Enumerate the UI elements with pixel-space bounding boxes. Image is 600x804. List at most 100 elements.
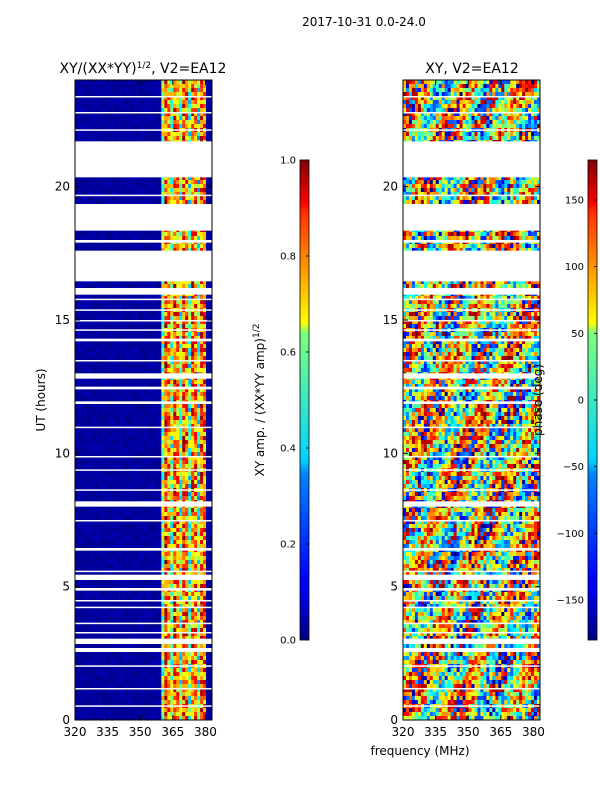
- heat-cell: [98, 196, 103, 201]
- heat-cell: [179, 244, 183, 249]
- heat-cell: [164, 284, 168, 289]
- heat-cell: [77, 364, 82, 369]
- heat-cell: [107, 92, 112, 97]
- heat-cell: [116, 348, 121, 353]
- heat-cell: [197, 284, 201, 289]
- heat-cell: [173, 84, 177, 89]
- heat-cell: [98, 444, 103, 449]
- heat-cell: [158, 300, 162, 305]
- heat-cell: [191, 180, 195, 185]
- heat-cell: [75, 84, 79, 89]
- heat-cell: [140, 344, 144, 349]
- heat-cell: [104, 96, 109, 101]
- heat-cell: [149, 336, 153, 341]
- heat-cell: [164, 432, 168, 437]
- heat-cell: [164, 280, 168, 285]
- heat-cell: [98, 392, 103, 397]
- heat-cell: [149, 384, 153, 389]
- heat-cell: [206, 380, 210, 385]
- heat-cell: [86, 180, 91, 185]
- heat-cell: [75, 448, 79, 453]
- heat-cell: [209, 336, 212, 341]
- heat-cell: [101, 188, 106, 193]
- heat-cell: [75, 440, 79, 445]
- heat-cell: [203, 340, 207, 345]
- heat-cell: [98, 380, 103, 385]
- heat-cell: [191, 112, 195, 117]
- heat-cell: [176, 84, 180, 89]
- heat-cell: [89, 496, 94, 501]
- heat-cell: [119, 320, 124, 325]
- heat-cell: [83, 116, 88, 121]
- heat-cell: [128, 396, 132, 401]
- heat-cell: [158, 464, 162, 469]
- heat-cell: [209, 92, 212, 97]
- heat-cell: [170, 248, 174, 253]
- heat-cell: [110, 476, 115, 481]
- heat-cell: [194, 480, 198, 485]
- heat-cell: [122, 196, 127, 201]
- heat-cell: [158, 132, 162, 137]
- heat-cell: [155, 244, 159, 249]
- heat-cell: [89, 304, 94, 309]
- heat-cell: [128, 456, 132, 461]
- heat-cell: [131, 452, 135, 457]
- heat-cell: [200, 80, 204, 85]
- heat-cell: [122, 180, 127, 185]
- heat-cell: [116, 364, 121, 369]
- heat-cell: [155, 280, 159, 285]
- heat-cell: [75, 248, 79, 253]
- heat-cell: [179, 404, 183, 409]
- heat-cell: [140, 136, 144, 141]
- heat-cell: [170, 484, 174, 489]
- heat-cell: [203, 364, 207, 369]
- heat-cell: [122, 464, 127, 469]
- heat-cell: [170, 116, 174, 121]
- heat-cell: [155, 492, 159, 497]
- heat-cell: [155, 512, 159, 517]
- heat-cell: [182, 496, 186, 501]
- heat-cell: [203, 96, 207, 101]
- heat-cell: [185, 180, 189, 185]
- heat-cell: [182, 296, 186, 301]
- heat-cell: [152, 124, 156, 129]
- heat-cell: [188, 368, 192, 373]
- heat-cell: [197, 180, 201, 185]
- heat-cell: [170, 452, 174, 457]
- heat-cell: [200, 420, 204, 425]
- heat-cell: [191, 300, 195, 305]
- heat-cell: [134, 380, 138, 385]
- heat-cell: [149, 280, 153, 285]
- heat-cell: [188, 432, 192, 437]
- heat-cell: [152, 192, 156, 197]
- heat-cell: [209, 392, 212, 397]
- heat-cell: [80, 184, 85, 189]
- heat-cell: [152, 280, 156, 285]
- heat-cell: [107, 404, 112, 409]
- heat-cell: [95, 384, 100, 389]
- heat-cell: [98, 320, 103, 325]
- heat-cell: [80, 320, 85, 325]
- heat-cell: [155, 340, 159, 345]
- heat-cell: [116, 200, 121, 205]
- heat-cell: [86, 444, 91, 449]
- heat-cell: [143, 464, 147, 469]
- heat-cell: [98, 184, 103, 189]
- heat-cell: [164, 388, 168, 393]
- heat-cell: [152, 244, 156, 249]
- heat-cell: [155, 380, 159, 385]
- heat-cell: [134, 296, 138, 301]
- heat-cell: [167, 412, 171, 417]
- heat-cell: [182, 392, 186, 397]
- heat-cell: [209, 380, 212, 385]
- heat-cell: [197, 360, 201, 365]
- heat-cell: [137, 456, 141, 461]
- heat-cell: [128, 480, 132, 485]
- heat-cell: [158, 484, 162, 489]
- heat-cell: [110, 112, 115, 117]
- heat-cell: [113, 436, 118, 441]
- heat-cell: [110, 396, 115, 401]
- heat-cell: [128, 120, 132, 125]
- heat-cell: [101, 460, 106, 465]
- heat-cell: [116, 120, 121, 125]
